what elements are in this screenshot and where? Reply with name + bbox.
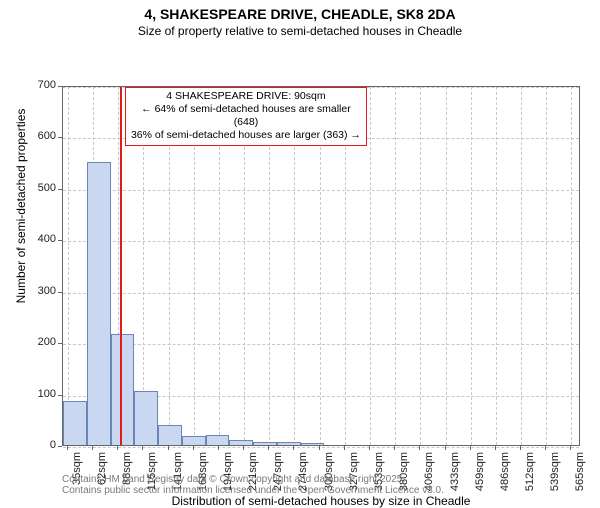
x-axis-label: Distribution of semi-detached houses by …	[62, 494, 580, 508]
y-tick-mark	[58, 446, 62, 447]
x-tick-mark	[445, 446, 446, 450]
gridline-vertical	[521, 87, 522, 445]
x-tick-mark	[218, 446, 219, 450]
footer-line: Contains HM Land Registry data © Crown c…	[62, 474, 444, 485]
x-tick-mark	[193, 446, 194, 450]
x-tick-label: 539sqm	[549, 452, 561, 492]
histogram-bar	[111, 334, 135, 445]
gridline-horizontal	[63, 190, 579, 191]
x-tick-mark	[117, 446, 118, 450]
chart-container: 4, SHAKESPEARE DRIVE, CHEADLE, SK8 2DA S…	[0, 0, 600, 500]
gridline-horizontal	[63, 293, 579, 294]
y-tick-label: 100	[26, 388, 56, 400]
x-tick-mark	[344, 446, 345, 450]
x-tick-mark	[268, 446, 269, 450]
gridline-horizontal	[63, 344, 579, 345]
gridline-vertical	[471, 87, 472, 445]
y-tick-mark	[58, 240, 62, 241]
annotation-box: 4 SHAKESPEARE DRIVE: 90sqm← 64% of semi-…	[125, 87, 367, 146]
annotation-line-2: ← 64% of semi-detached houses are smalle…	[129, 103, 363, 129]
gridline-vertical	[546, 87, 547, 445]
gridline-vertical	[68, 87, 69, 445]
y-tick-mark	[58, 395, 62, 396]
x-tick-mark	[319, 446, 320, 450]
x-tick-label: 433sqm	[449, 452, 461, 492]
y-tick-mark	[58, 343, 62, 344]
annotation-line-1: 4 SHAKESPEARE DRIVE: 90sqm	[129, 90, 363, 103]
plot-area: 4 SHAKESPEARE DRIVE: 90sqm← 64% of semi-…	[62, 86, 580, 446]
x-tick-mark	[243, 446, 244, 450]
histogram-bar	[182, 436, 206, 445]
x-tick-mark	[470, 446, 471, 450]
gridline-vertical	[496, 87, 497, 445]
x-tick-mark	[142, 446, 143, 450]
histogram-bar	[158, 425, 182, 445]
histogram-bar	[87, 162, 111, 445]
x-tick-mark	[293, 446, 294, 450]
chart-subtitle: Size of property relative to semi-detach…	[0, 22, 600, 38]
x-tick-label: 459sqm	[474, 452, 486, 492]
y-tick-label: 700	[26, 79, 56, 91]
gridline-horizontal	[63, 447, 579, 448]
y-tick-mark	[58, 137, 62, 138]
y-tick-label: 300	[26, 285, 56, 297]
histogram-bar	[229, 440, 253, 445]
annotation-line-3: 36% of semi-detached houses are larger (…	[129, 129, 363, 142]
chart-title: 4, SHAKESPEARE DRIVE, CHEADLE, SK8 2DA	[0, 0, 600, 22]
gridline-vertical	[446, 87, 447, 445]
histogram-bar	[301, 443, 325, 445]
gridline-vertical	[395, 87, 396, 445]
x-tick-mark	[394, 446, 395, 450]
x-tick-mark	[419, 446, 420, 450]
gridline-horizontal	[63, 241, 579, 242]
y-tick-label: 0	[26, 439, 56, 451]
x-tick-label: 486sqm	[499, 452, 511, 492]
y-tick-label: 500	[26, 182, 56, 194]
x-tick-mark	[92, 446, 93, 450]
x-tick-mark	[520, 446, 521, 450]
x-tick-mark	[67, 446, 68, 450]
x-tick-mark	[570, 446, 571, 450]
gridline-vertical	[571, 87, 572, 445]
histogram-bar	[134, 391, 158, 445]
footer-attribution: Contains HM Land Registry data © Crown c…	[62, 474, 444, 496]
histogram-bar	[253, 442, 277, 445]
x-tick-label: 565sqm	[574, 452, 586, 492]
gridline-vertical	[370, 87, 371, 445]
y-tick-label: 200	[26, 336, 56, 348]
x-tick-mark	[168, 446, 169, 450]
y-tick-label: 600	[26, 130, 56, 142]
gridline-vertical	[420, 87, 421, 445]
y-tick-mark	[58, 86, 62, 87]
y-tick-label: 400	[26, 233, 56, 245]
histogram-bar	[206, 435, 230, 445]
y-tick-mark	[58, 292, 62, 293]
x-tick-label: 512sqm	[524, 452, 536, 492]
y-tick-mark	[58, 189, 62, 190]
footer-line: Contains public sector information licen…	[62, 485, 444, 496]
x-tick-mark	[545, 446, 546, 450]
x-tick-mark	[495, 446, 496, 450]
property-marker-line	[120, 87, 122, 445]
histogram-bar	[63, 401, 87, 445]
x-tick-mark	[369, 446, 370, 450]
histogram-bar	[277, 442, 301, 445]
